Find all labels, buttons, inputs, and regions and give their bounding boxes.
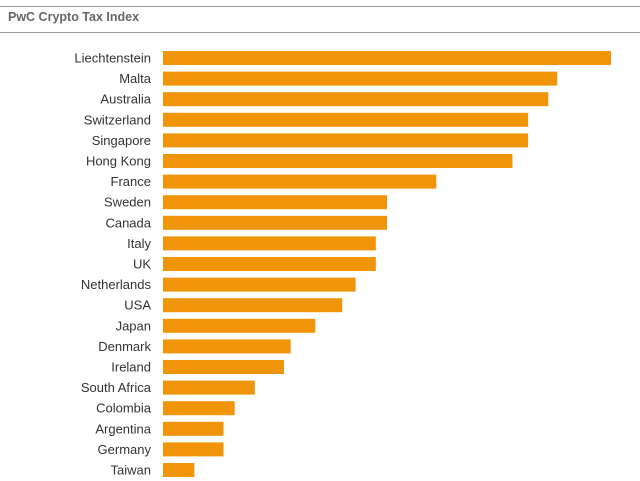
category-label-taiwan: Taiwan [111,463,151,478]
category-label-usa: USA [124,298,151,313]
bar-hong-kong [163,154,513,168]
bar-germany [163,442,224,457]
category-label-australia: Australia [100,92,151,107]
category-label-south-africa: South Africa [81,380,152,395]
bar-sweden [163,195,387,210]
category-label-sweden: Sweden [104,195,151,210]
bar-france [163,174,437,189]
chart-title: PwC Crypto Tax Index [8,10,140,24]
bar-south-africa [163,380,255,395]
bar-malta [163,71,558,86]
bar-ireland [163,360,284,374]
category-label-japan: Japan [116,318,151,333]
bar-singapore [163,133,529,148]
bar-switzerland [163,112,529,127]
bar-japan [163,318,316,333]
category-label-denmark: Denmark [98,339,151,354]
category-label-germany: Germany [98,442,152,457]
top-divider [0,6,640,7]
bar-liechtenstein [163,51,611,65]
bar-uk [163,257,376,271]
category-label-colombia: Colombia [96,401,152,416]
category-label-malta: Malta [119,71,152,86]
category-label-netherlands: Netherlands [81,277,152,292]
bar-australia [163,92,549,107]
category-label-liechtenstein: Liechtenstein [74,51,151,66]
category-label-italy: Italy [127,236,151,251]
bar-argentina [163,421,224,436]
title-divider [0,32,640,33]
bar-colombia [163,401,235,416]
bar-canada [163,215,387,230]
bar-taiwan [163,463,195,477]
bar-denmark [163,339,291,354]
category-label-singapore: Singapore [92,133,151,148]
category-label-argentina: Argentina [95,421,151,436]
category-label-france: France [111,174,151,189]
bar-usa [163,298,343,313]
category-label-switzerland: Switzerland [84,112,151,127]
category-label-uk: UK [133,257,151,272]
bar-netherlands [163,277,356,292]
category-label-hong-kong: Hong Kong [86,154,151,169]
bar-italy [163,236,376,251]
category-label-ireland: Ireland [111,360,151,375]
category-label-canada: Canada [105,215,151,230]
